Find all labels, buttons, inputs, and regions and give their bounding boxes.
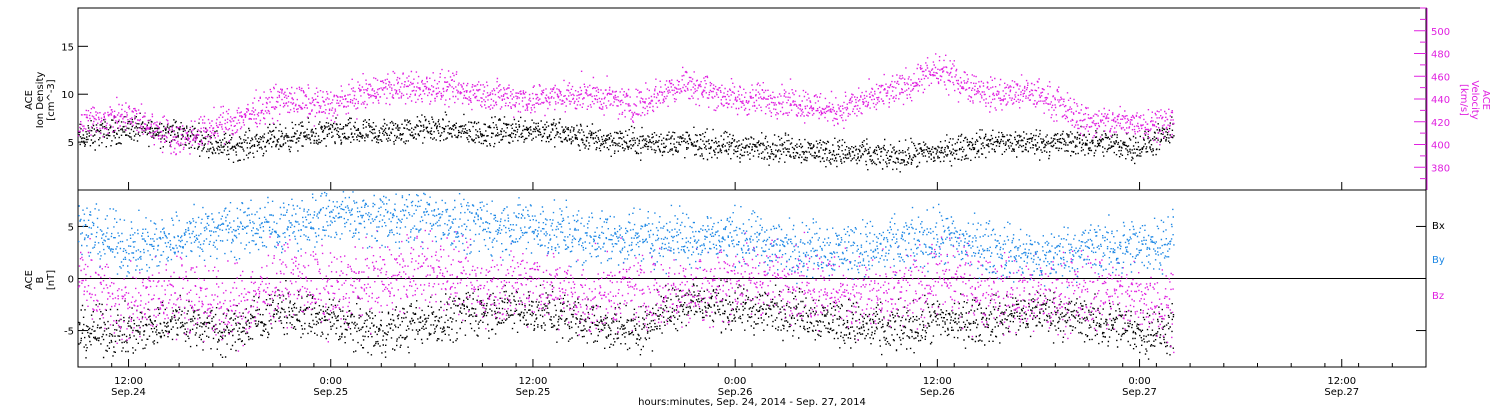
field-tick-label: -5 xyxy=(64,327,74,338)
x-tick-date: Sep.27 xyxy=(1122,387,1157,398)
legend-bx: Bx xyxy=(1432,221,1445,232)
magnetic-field-panel: ACE B [nT] -5 0 5 Bx By Bz xyxy=(24,189,1445,368)
velocity-label-line-2: Velocity xyxy=(1469,80,1480,119)
time-axis: 12:00Sep.240:00Sep.2512:00Sep.250:00Sep.… xyxy=(77,182,1427,398)
density-tick-label: 15 xyxy=(61,42,74,53)
density-ticks: 5 10 15 xyxy=(61,42,88,149)
field-tick-label: 0 xyxy=(68,275,74,286)
density-axis-label: ACE Ion Density [cm^-3] xyxy=(24,72,57,129)
top-panel-frame xyxy=(77,7,1427,191)
x-tick-date: Sep.27 xyxy=(1324,387,1359,398)
x-tick-time: 12:00 xyxy=(923,376,952,387)
field-tick-label: 5 xyxy=(68,222,74,233)
x-tick-date: Sep.26 xyxy=(718,387,753,398)
x-tick-date: Sep.25 xyxy=(516,387,551,398)
field-label-line-1: ACE xyxy=(24,270,35,290)
velocity-tick-label: 440 xyxy=(1431,95,1450,106)
legend-bz: Bz xyxy=(1432,291,1444,302)
velocity-tick-label: 420 xyxy=(1431,118,1450,129)
x-tick-date: Sep.26 xyxy=(920,387,955,398)
Bz-series-points xyxy=(77,229,1175,354)
velocity-ticks: 380 400 420 440 460 480 500 xyxy=(1414,7,1450,191)
density-velocity-panel: ACE Ion Density [cm^-3] ACE Velocity [km… xyxy=(24,7,1491,191)
velocity-tick-label: 480 xyxy=(1431,50,1450,61)
By-series-points xyxy=(78,191,1175,289)
x-tick-time: 0:00 xyxy=(724,376,746,387)
density-label-line-2: Ion Density xyxy=(35,72,46,129)
density-label-line-3: [cm^-3] xyxy=(46,79,57,120)
field-ticks: -5 0 5 xyxy=(64,222,1426,338)
x-tick-date: Sep.24 xyxy=(111,387,146,398)
x-tick-time: 0:00 xyxy=(320,376,342,387)
x-tick-time: 12:00 xyxy=(519,376,548,387)
velocity-label-line-1: ACE xyxy=(1480,90,1491,110)
x-tick-date: Sep.25 xyxy=(313,387,348,398)
density-tick-label: 5 xyxy=(68,138,74,149)
velocity-tick-label: 500 xyxy=(1431,27,1450,38)
velocity-tick-label: 400 xyxy=(1431,141,1450,152)
density-label-line-1: ACE xyxy=(24,90,35,110)
x-tick-time: 12:00 xyxy=(114,376,143,387)
velocity-series-points xyxy=(77,53,1175,156)
velocity-tick-label: 380 xyxy=(1431,163,1450,174)
x-tick-time: 0:00 xyxy=(1128,376,1150,387)
Bx-series-points xyxy=(78,279,1175,360)
time-axis-title: hours:minutes, Sep. 24, 2014 - Sep. 27, … xyxy=(638,397,866,408)
x-tick-time: 12:00 xyxy=(1327,376,1356,387)
magnetic-field-points xyxy=(77,191,1175,360)
velocity-label-line-3: [km/s] xyxy=(1458,84,1469,116)
field-label-line-2: B xyxy=(35,276,46,283)
velocity-tick-label: 460 xyxy=(1431,72,1450,83)
field-axis-label: ACE B [nT] xyxy=(24,270,57,290)
velocity-axis-label: ACE Velocity [km/s] xyxy=(1458,80,1491,119)
density-velocity-points xyxy=(77,53,1175,173)
density-tick-label: 10 xyxy=(61,90,74,101)
legend-by: By xyxy=(1432,255,1445,266)
density-series-points xyxy=(78,111,1175,173)
field-label-line-3: [nT] xyxy=(46,270,57,290)
field-legend: Bx By Bz xyxy=(1432,221,1445,302)
